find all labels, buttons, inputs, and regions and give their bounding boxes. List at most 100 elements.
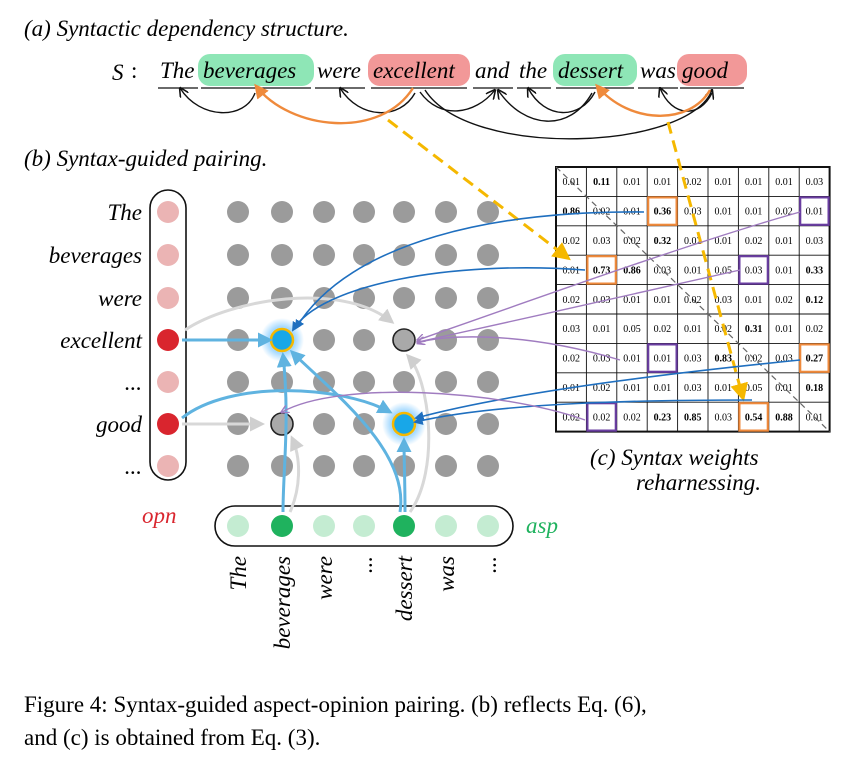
matrix-cell-r1-c3: 0.36 bbox=[654, 207, 672, 218]
grid-dot-r3-c3 bbox=[353, 329, 375, 351]
opn-label: opn bbox=[142, 503, 177, 528]
matrix-cell-r8-c7: 0.88 bbox=[775, 412, 793, 423]
opn-dot-3 bbox=[157, 329, 179, 351]
matrix-cell-r3-c5: 0.05 bbox=[714, 265, 732, 276]
token-2: were bbox=[317, 58, 361, 83]
grid-dot-r2-c0 bbox=[227, 287, 249, 309]
dep-arc-the-beverages bbox=[180, 88, 256, 114]
matrix-cell-r2-c0: 0.02 bbox=[562, 236, 580, 247]
matrix-cell-r3-c8: 0.33 bbox=[806, 265, 824, 276]
pairing-grid bbox=[227, 201, 499, 477]
matrix-cell-r3-c1: 0.73 bbox=[593, 265, 611, 276]
matrix-cell-r5-c1: 0.01 bbox=[593, 324, 611, 335]
matrix-cell-r8-c6: 0.54 bbox=[745, 412, 763, 423]
matrix-cell-r3-c0: 0.01 bbox=[562, 265, 580, 276]
token-1: beverages bbox=[203, 58, 296, 83]
matrix-cell-r0-c5: 0.01 bbox=[714, 177, 732, 188]
token-3: excellent bbox=[373, 58, 455, 83]
purple-box-2 bbox=[647, 343, 678, 373]
matrix-cell-r8-c3: 0.23 bbox=[654, 412, 672, 423]
matrix-cell-r4-c2: 0.01 bbox=[623, 295, 641, 306]
grid-dot-r3-c2 bbox=[313, 329, 335, 351]
grid-dot-r1-c0 bbox=[227, 244, 249, 266]
blue-arrow-good-dessert bbox=[413, 399, 753, 425]
aspect-column-labels: The beverages were... dessert was... bbox=[226, 555, 501, 649]
matrix-cell-r6-c1: 0.03 bbox=[593, 354, 611, 365]
grid-dot-r2-c5 bbox=[435, 287, 457, 309]
purple-arrow-1 bbox=[418, 211, 801, 340]
opn-dot-5 bbox=[157, 413, 179, 435]
grid-dot-r0-c6 bbox=[477, 201, 499, 223]
grid-dot-r2-c6 bbox=[477, 287, 499, 309]
matrix-cell-r5-c8: 0.02 bbox=[806, 324, 824, 335]
matrix-cell-r6-c0: 0.02 bbox=[562, 354, 580, 365]
token-4: and bbox=[475, 58, 510, 83]
token-0: The bbox=[160, 58, 195, 83]
matrix-cell-r5-c7: 0.01 bbox=[775, 324, 793, 335]
panel-c-title-line1: (c) Syntax weights bbox=[590, 445, 759, 470]
grid-dot-r6-c6 bbox=[477, 455, 499, 477]
purple-arrow-4 bbox=[282, 391, 586, 421]
orange-box-0 bbox=[647, 196, 678, 226]
matrix-cell-r5-c6: 0.31 bbox=[745, 324, 763, 335]
matrix-cell-r1-c5: 0.01 bbox=[714, 207, 732, 218]
grid-dot-r4-c1 bbox=[271, 371, 293, 393]
token-5: the bbox=[519, 58, 547, 83]
asp-dot-0 bbox=[227, 515, 249, 537]
pairing-arrows bbox=[181, 296, 431, 513]
opn-dot-1 bbox=[157, 244, 179, 266]
matrix-cell-r8-c8: 0.01 bbox=[806, 412, 824, 423]
matrix-cell-r7-c5: 0.01 bbox=[714, 383, 732, 394]
orange-box-1 bbox=[586, 255, 617, 285]
token-8: good bbox=[682, 58, 729, 83]
arrow-good-to-dessert bbox=[181, 389, 393, 420]
opn-dot-0 bbox=[157, 201, 179, 223]
grid-dot-r0-c1 bbox=[271, 201, 293, 223]
dep-arc-excellent-good bbox=[424, 90, 712, 140]
arrow-beverages-to-good-gray bbox=[288, 435, 304, 513]
purple-arrow-2 bbox=[418, 269, 741, 342]
dep-arc-the-dessert bbox=[528, 88, 596, 114]
matrix-cell-r7-c1: 0.02 bbox=[593, 383, 611, 394]
caption-line2: and (c) is obtained from Eq. (3). bbox=[24, 725, 320, 750]
matrix-cell-r2-c5: 0.01 bbox=[714, 236, 732, 247]
matrix-cell-r7-c8: 0.18 bbox=[806, 383, 824, 394]
dep-arc-excellent-beverages bbox=[254, 83, 415, 125]
yellow-dashed-excellent bbox=[387, 118, 571, 261]
grid-dot-paired-r3-c1 bbox=[269, 327, 295, 353]
matrix-cell-r4-c1: 0.03 bbox=[593, 295, 611, 306]
arrow-dessert-col-to-excellent bbox=[289, 349, 403, 513]
matrix-cell-r2-c2: 0.02 bbox=[623, 236, 641, 247]
blue-arrow-excellent-beverages bbox=[294, 211, 645, 330]
grid-dot-r4-c6 bbox=[477, 371, 499, 393]
token-highlight-3 bbox=[368, 54, 470, 86]
grid-dot-candidate-r5-c1 bbox=[270, 412, 294, 436]
token-highlight-8 bbox=[677, 54, 747, 86]
opn-capsule bbox=[149, 189, 187, 481]
grid-dot-r1-c6 bbox=[477, 244, 499, 266]
token-7: was bbox=[640, 58, 676, 83]
grid-dot-r6-c3 bbox=[353, 455, 375, 477]
matrix-cell-r1-c7: 0.02 bbox=[775, 207, 793, 218]
grid-dot-r4-c5 bbox=[435, 371, 457, 393]
matrix-arrows bbox=[282, 118, 801, 425]
matrix-diagonal bbox=[555, 166, 831, 433]
col-label-5: was bbox=[434, 556, 459, 592]
grid-dot-r4-c3 bbox=[353, 371, 375, 393]
col-label-4: dessert bbox=[392, 555, 417, 621]
asp-dot-6 bbox=[477, 515, 499, 537]
dep-arc-excellent-and bbox=[419, 90, 495, 112]
matrix-cell-r3-c3: 0.03 bbox=[654, 265, 672, 276]
matrix-cell-r6-c8: 0.27 bbox=[806, 354, 824, 365]
asp-capsule bbox=[214, 505, 514, 547]
arrow-beverages-col bbox=[276, 352, 292, 513]
grid-dot-r6-c1 bbox=[271, 455, 293, 477]
arrow-dessert-up-gray bbox=[405, 353, 431, 513]
matrix-cell-r7-c3: 0.01 bbox=[654, 383, 672, 394]
matrix-cell-r6-c5: 0.83 bbox=[714, 354, 732, 365]
matrix-cell-r1-c0: 0.86 bbox=[562, 207, 580, 218]
opn-dot-6 bbox=[157, 455, 179, 477]
matrix-cell-r6-c4: 0.03 bbox=[684, 354, 702, 365]
grid-dot-r5-c6 bbox=[477, 413, 499, 435]
matrix-cell-r8-c1: 0.02 bbox=[593, 412, 611, 423]
